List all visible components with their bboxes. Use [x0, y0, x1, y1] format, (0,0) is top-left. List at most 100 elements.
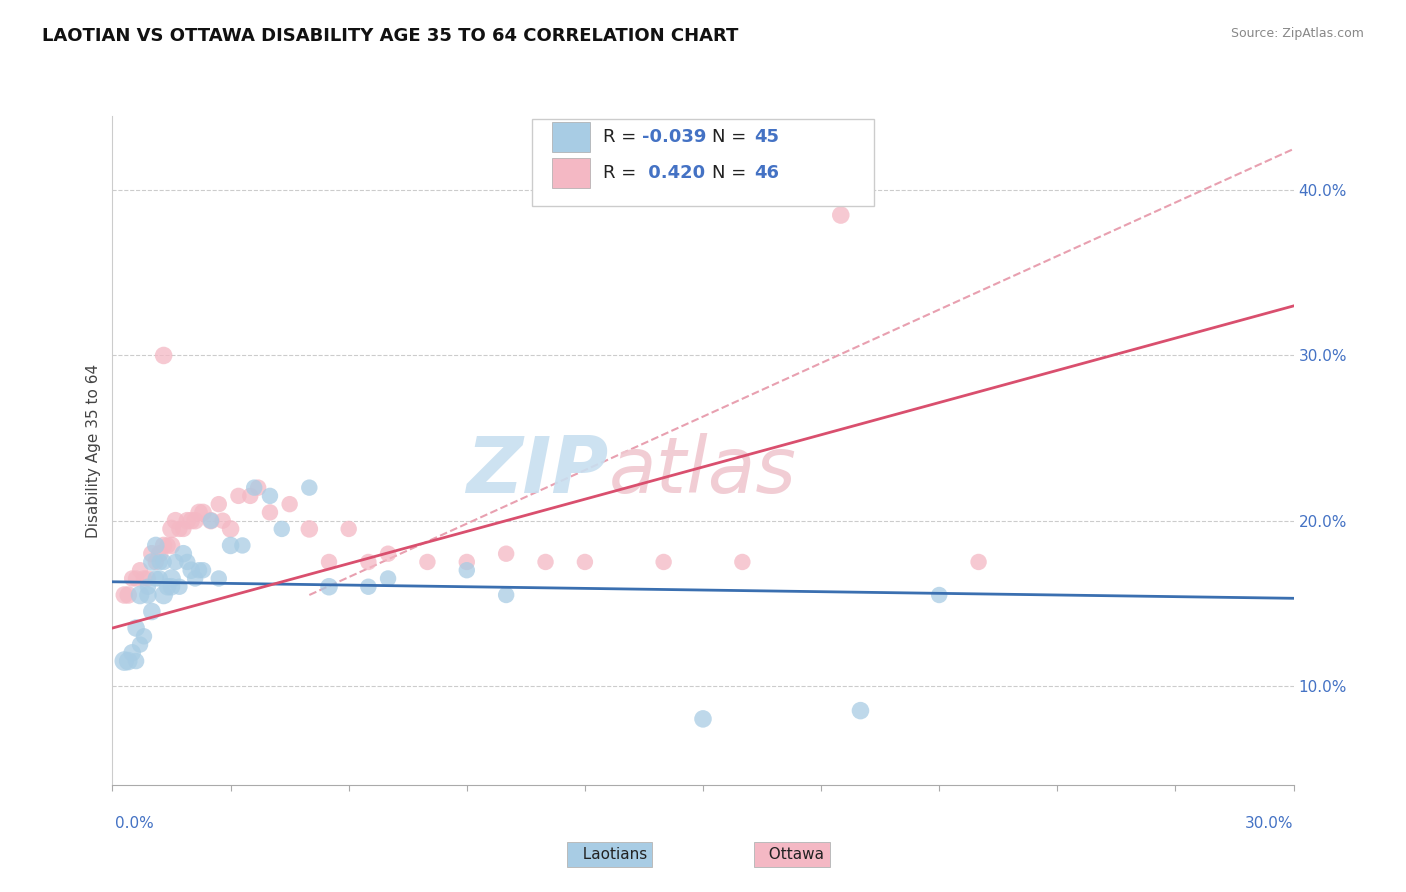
Text: R =: R = — [603, 128, 641, 146]
Point — [200, 514, 222, 528]
Point — [160, 580, 183, 594]
Point — [211, 514, 233, 528]
Point — [141, 555, 163, 569]
Point — [692, 712, 714, 726]
Point — [574, 555, 596, 569]
Point — [188, 563, 211, 577]
Point — [298, 522, 321, 536]
Text: ZIP: ZIP — [467, 433, 609, 508]
Point — [928, 588, 950, 602]
Point — [172, 547, 194, 561]
Point — [172, 522, 194, 536]
Point — [141, 547, 163, 561]
Point — [731, 555, 754, 569]
Point — [169, 522, 191, 536]
Point — [652, 555, 675, 569]
Point — [129, 638, 152, 652]
Point — [149, 555, 172, 569]
Text: 0.420: 0.420 — [641, 164, 704, 183]
Point — [165, 514, 187, 528]
Point — [132, 629, 155, 643]
Point — [180, 563, 202, 577]
Text: Laotians: Laotians — [572, 847, 647, 862]
Point — [149, 572, 172, 586]
Point — [337, 522, 360, 536]
Point — [160, 572, 183, 586]
Point — [156, 538, 179, 552]
Text: 46: 46 — [754, 164, 779, 183]
Point — [191, 505, 214, 519]
Point — [191, 563, 214, 577]
Text: atlas: atlas — [609, 433, 796, 508]
Point — [270, 522, 292, 536]
Point — [180, 514, 202, 528]
Point — [495, 588, 517, 602]
Point — [219, 522, 242, 536]
Point — [169, 580, 191, 594]
Point — [132, 572, 155, 586]
Y-axis label: Disability Age 35 to 64: Disability Age 35 to 64 — [86, 363, 101, 538]
Point — [121, 572, 143, 586]
Point — [259, 505, 281, 519]
Point — [117, 654, 139, 668]
Text: 0.0%: 0.0% — [115, 816, 155, 831]
Point — [125, 621, 148, 635]
Point — [152, 538, 174, 552]
Text: 30.0%: 30.0% — [1246, 816, 1294, 831]
Point — [152, 349, 174, 363]
Point — [495, 547, 517, 561]
Point — [830, 208, 852, 222]
Point — [121, 646, 143, 660]
Point — [416, 555, 439, 569]
Point — [318, 580, 340, 594]
Point — [136, 572, 159, 586]
Point — [129, 563, 152, 577]
Point — [176, 555, 198, 569]
Point — [145, 555, 167, 569]
Point — [156, 580, 179, 594]
Point — [145, 538, 167, 552]
Point — [112, 588, 135, 602]
Point — [357, 580, 380, 594]
Point — [188, 505, 211, 519]
Point — [152, 555, 174, 569]
Text: -0.039: -0.039 — [641, 128, 706, 146]
Point — [136, 588, 159, 602]
Point — [298, 481, 321, 495]
Text: LAOTIAN VS OTTAWA DISABILITY AGE 35 TO 64 CORRELATION CHART: LAOTIAN VS OTTAWA DISABILITY AGE 35 TO 6… — [42, 27, 738, 45]
Point — [152, 588, 174, 602]
Point — [278, 497, 301, 511]
Point — [149, 547, 172, 561]
Point — [160, 522, 183, 536]
Point — [117, 588, 139, 602]
Point — [112, 654, 135, 668]
Point — [318, 555, 340, 569]
Text: Ottawa: Ottawa — [759, 847, 824, 862]
Point — [219, 538, 242, 552]
Text: N =: N = — [713, 164, 752, 183]
Point — [849, 704, 872, 718]
Point — [208, 572, 231, 586]
Point — [456, 563, 478, 577]
Point — [208, 497, 231, 511]
Point — [247, 481, 270, 495]
Point — [243, 481, 266, 495]
FancyBboxPatch shape — [531, 120, 875, 206]
Point — [228, 489, 250, 503]
Point — [184, 572, 207, 586]
Point — [125, 654, 148, 668]
Point — [357, 555, 380, 569]
Point — [136, 580, 159, 594]
Text: N =: N = — [713, 128, 752, 146]
Point — [239, 489, 262, 503]
Point — [176, 514, 198, 528]
Point — [967, 555, 990, 569]
FancyBboxPatch shape — [551, 122, 589, 153]
Point — [125, 572, 148, 586]
Point — [259, 489, 281, 503]
Point — [160, 538, 183, 552]
Point — [165, 555, 187, 569]
Text: R =: R = — [603, 164, 641, 183]
Point — [129, 588, 152, 602]
Point — [456, 555, 478, 569]
